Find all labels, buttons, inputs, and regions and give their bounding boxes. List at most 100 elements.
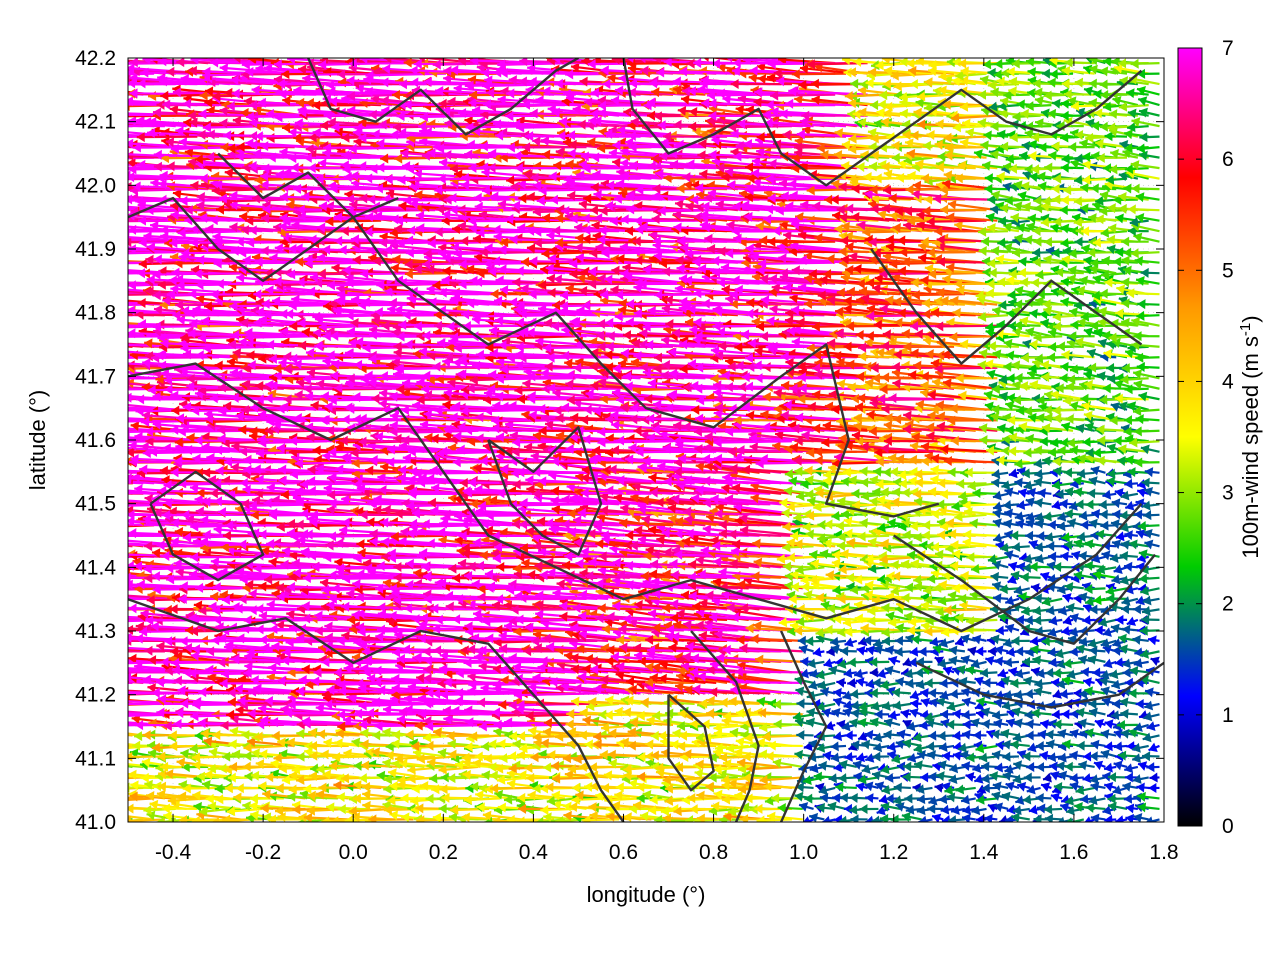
wind-arrow (1103, 762, 1117, 773)
wind-arrow (861, 764, 879, 774)
wind-arrow (1107, 801, 1128, 812)
wind-arrow (1010, 812, 1030, 822)
wind-arrow (128, 797, 155, 801)
wind-arrow (713, 789, 749, 800)
wind-arrow (696, 790, 738, 801)
wind-arrow (1137, 791, 1160, 802)
wind-arrow (454, 759, 490, 770)
wind-arrow (358, 773, 392, 784)
wind-arrow (595, 791, 630, 801)
wind-arrow (1124, 772, 1138, 783)
wind-arrow (383, 774, 414, 785)
wind-arrow (901, 812, 922, 822)
wind-arrow (1057, 770, 1074, 781)
wind-arrow (949, 763, 966, 774)
wind-arrow (494, 789, 522, 800)
wind-arrow (1002, 771, 1020, 781)
wind-arrow (736, 757, 782, 769)
wind-arrow (128, 776, 133, 779)
wind-arrow (1112, 785, 1128, 795)
wind-arrow (642, 790, 674, 800)
wind-arrow (628, 803, 663, 814)
wind-arrow (1001, 791, 1020, 802)
wind-arrow (222, 814, 263, 822)
wind-arrow (407, 764, 447, 775)
wind-arrow (362, 789, 403, 800)
wind-arrow (905, 804, 922, 815)
wind-arrow (270, 758, 306, 769)
wind-arrow (1040, 782, 1052, 792)
wind-arrow (128, 482, 133, 485)
wind-arrow (128, 461, 133, 464)
wind-arrow (798, 802, 814, 812)
wind-arrow (489, 770, 522, 781)
wind-arrow (989, 771, 1009, 781)
wind-arrow (249, 793, 284, 804)
wind-arrow (1043, 804, 1063, 815)
wind-arrow (994, 762, 1009, 773)
wind-arrow (771, 793, 803, 804)
wind-arrow (128, 282, 133, 285)
wind-arrow (880, 801, 901, 812)
wind-arrow (962, 804, 976, 815)
wind-arrow (145, 791, 187, 801)
wind-arrow (636, 771, 684, 782)
wind-arrow (975, 794, 998, 805)
wind-arrow (128, 713, 133, 716)
wind-arrow (588, 762, 630, 773)
wind-arrow (948, 774, 966, 785)
wind-arrow (128, 534, 133, 537)
wind-arrow (1122, 781, 1139, 792)
wind-arrow (960, 794, 976, 805)
wind-arrow (181, 762, 209, 773)
wind-arrow (777, 803, 803, 814)
wind-arrow (708, 772, 738, 783)
wind-arrow (128, 334, 133, 338)
wind-arrow (835, 782, 857, 793)
wind-arrow (971, 805, 987, 816)
wind-arrow (1036, 762, 1052, 773)
wind-arrow (1042, 772, 1052, 783)
wind-arrow (838, 759, 858, 770)
wind-arrow (362, 800, 403, 811)
wind-arrow (1075, 785, 1095, 796)
wind-arrow (1132, 774, 1149, 784)
wind-arrow (1082, 773, 1095, 784)
wind-arrow (128, 471, 133, 474)
wind-arrow (1026, 784, 1041, 795)
wind-arrow (1093, 760, 1106, 771)
wind-arrow (850, 814, 868, 822)
wind-arrow (128, 355, 133, 359)
wind-arrow (827, 801, 847, 812)
wind-arrow (804, 793, 825, 804)
wind-arrow (689, 804, 728, 815)
wind-arrow (128, 660, 133, 664)
wind-arrow (441, 792, 479, 803)
wind-arrow (1125, 813, 1139, 822)
wind-arrow (937, 760, 955, 770)
wind-arrow (392, 758, 425, 769)
wind-arrow (766, 811, 803, 822)
wind-arrow (517, 792, 555, 803)
wind-arrow (128, 815, 155, 821)
wind-arrow (649, 794, 684, 805)
wind-arrow (859, 804, 879, 815)
wind-arrow (128, 649, 133, 653)
wind-arrow (880, 764, 901, 775)
wind-arrow (296, 774, 338, 785)
wind-arrow (974, 792, 987, 802)
wind-arrow (1004, 764, 1020, 774)
wind-arrow (128, 345, 133, 348)
wind-arrow (128, 586, 133, 590)
wind-arrow (1148, 782, 1160, 793)
wind-arrow (546, 795, 576, 806)
wind-arrow (871, 770, 890, 781)
wind-arrow (961, 813, 976, 822)
wind-arrow (447, 773, 479, 784)
wind-arrow (838, 773, 857, 784)
wind-arrow (864, 781, 879, 792)
wind-arrow (935, 771, 955, 782)
wind-arrow (915, 784, 933, 795)
wind-arrow (1005, 781, 1020, 792)
